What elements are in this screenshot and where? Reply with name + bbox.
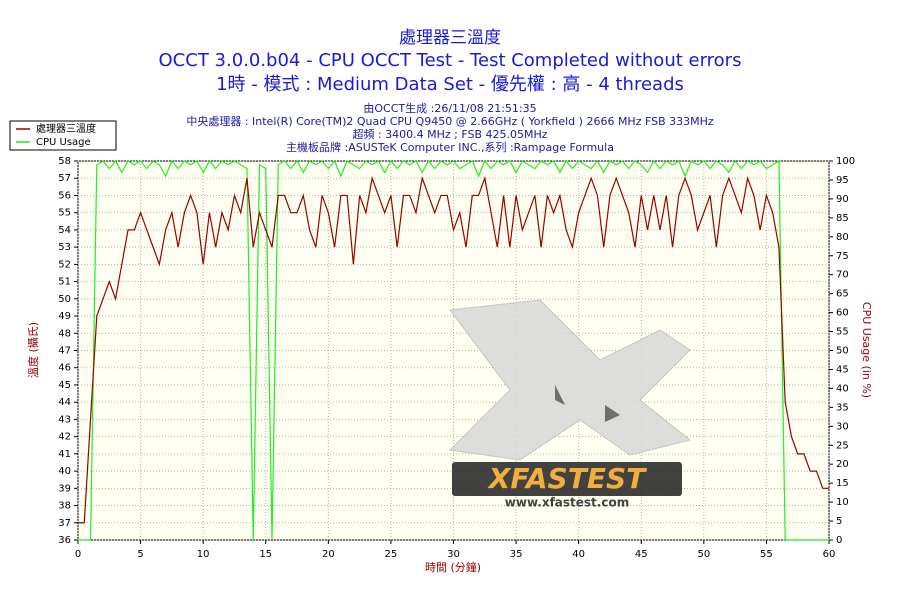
x-tick-label: 10 — [197, 549, 210, 560]
y-tick-label: 37 — [58, 518, 71, 529]
x-tick-label: 20 — [322, 549, 335, 560]
y2-tick-label: 5 — [836, 516, 842, 527]
x-tick-label: 55 — [760, 549, 773, 560]
y2-tick-label: 60 — [836, 308, 849, 319]
y2-axis-label: CPU Usage (in %) — [860, 302, 873, 398]
y2-tick-label: 20 — [836, 459, 849, 470]
legend-label: 處理器三溫度 — [36, 122, 96, 135]
x-axis-label: 時間 (分鐘) — [425, 560, 481, 574]
y-tick-label: 57 — [58, 173, 71, 184]
y-tick-label: 46 — [58, 363, 71, 374]
y2-tick-label: 65 — [836, 289, 849, 300]
y-tick-label: 36 — [58, 535, 71, 546]
y-tick-label: 45 — [58, 380, 71, 391]
y2-tick-label: 10 — [836, 497, 849, 508]
x-tick-label: 40 — [572, 549, 585, 560]
x-tick-label: 50 — [697, 549, 710, 560]
x-tick-label: 15 — [259, 549, 272, 560]
y-tick-label: 42 — [58, 432, 71, 443]
y2-tick-label: 35 — [836, 402, 849, 413]
subtitle: OCCT 3.0.0.b04 - CPU OCCT Test - Test Co… — [159, 50, 742, 71]
x-tick-label: 45 — [635, 549, 648, 560]
y-axis-label: 溫度 (攝氏) — [26, 322, 40, 378]
y-tick-label: 43 — [58, 414, 71, 425]
y-tick-label: 54 — [58, 225, 71, 236]
y2-tick-label: 45 — [836, 364, 849, 375]
y2-tick-label: 75 — [836, 251, 849, 262]
y2-tick-label: 90 — [836, 194, 849, 205]
series-line — [78, 159, 829, 541]
info-line: 主機板品牌 :ASUSTeK Computer INC.,系列 :Rampage… — [286, 140, 614, 154]
y-tick-label: 47 — [58, 346, 71, 357]
y-tick-label: 58 — [58, 156, 71, 167]
x-tick-label: 30 — [447, 549, 460, 560]
y-tick-label: 41 — [58, 449, 71, 460]
y2-tick-label: 30 — [836, 421, 849, 432]
series-lines — [78, 159, 829, 541]
y2-tick-label: 85 — [836, 213, 849, 224]
legend — [9, 120, 117, 151]
x-tick-label: 35 — [510, 549, 523, 560]
y2-tick-label: 25 — [836, 440, 849, 451]
watermark-logo — [448, 299, 692, 461]
y2-tick-label: 50 — [836, 346, 849, 357]
y2-tick-label: 95 — [836, 175, 849, 186]
y-tick-label: 56 — [58, 190, 71, 201]
legend-entries: 處理器三溫度 CPU Usage — [16, 122, 96, 148]
series-line — [78, 175, 829, 524]
info-line: 中央處理器 : Intel(R) Core(TM)2 Quad CPU Q945… — [186, 114, 714, 128]
chart-title: 處理器三溫度 — [399, 28, 501, 48]
y-tick-label: 53 — [58, 242, 71, 253]
watermark-banner — [452, 462, 682, 496]
x-tick-label: 0 — [75, 549, 81, 560]
y2-tick-label: 40 — [836, 383, 849, 394]
y-tick-label: 38 — [58, 501, 71, 512]
x-tick-label: 60 — [823, 549, 836, 560]
y2-tick-label: 0 — [836, 535, 842, 546]
watermark: XFASTEST www.xfastest.com — [448, 299, 692, 510]
y2-tick-label: 100 — [836, 156, 855, 167]
y2-tick-label: 80 — [836, 232, 849, 243]
y-tick-label: 39 — [58, 483, 71, 494]
watermark-url: www.xfastest.com — [505, 496, 629, 510]
y2-tick-label: 15 — [836, 478, 849, 489]
y-tick-label: 49 — [58, 311, 71, 322]
y-tick-label: 52 — [58, 259, 71, 270]
y-tick-label: 55 — [58, 208, 71, 219]
watermark-text: XFASTEST — [487, 462, 647, 495]
y-tick-label: 44 — [58, 397, 71, 408]
y2-tick-label: 55 — [836, 327, 849, 338]
legend-label: CPU Usage — [36, 137, 91, 148]
x-tick-label: 25 — [385, 549, 398, 560]
y-tick-label: 40 — [58, 466, 71, 477]
y2-tick-label: 70 — [836, 270, 849, 281]
subtitle: 1時 - 模式 : Medium Data Set - 優先權 : 高 - 4 … — [216, 74, 684, 95]
y-tick-label: 51 — [58, 277, 71, 288]
info-line: 由OCCT生成 :26/11/08 21:51:35 — [363, 101, 536, 115]
y-tick-label: 48 — [58, 328, 71, 339]
x-tick-label: 5 — [137, 549, 143, 560]
y-tick-label: 50 — [58, 294, 71, 305]
info-line: 超頻 : 3400.4 MHz ; FSB 425.05MHz — [352, 127, 547, 141]
